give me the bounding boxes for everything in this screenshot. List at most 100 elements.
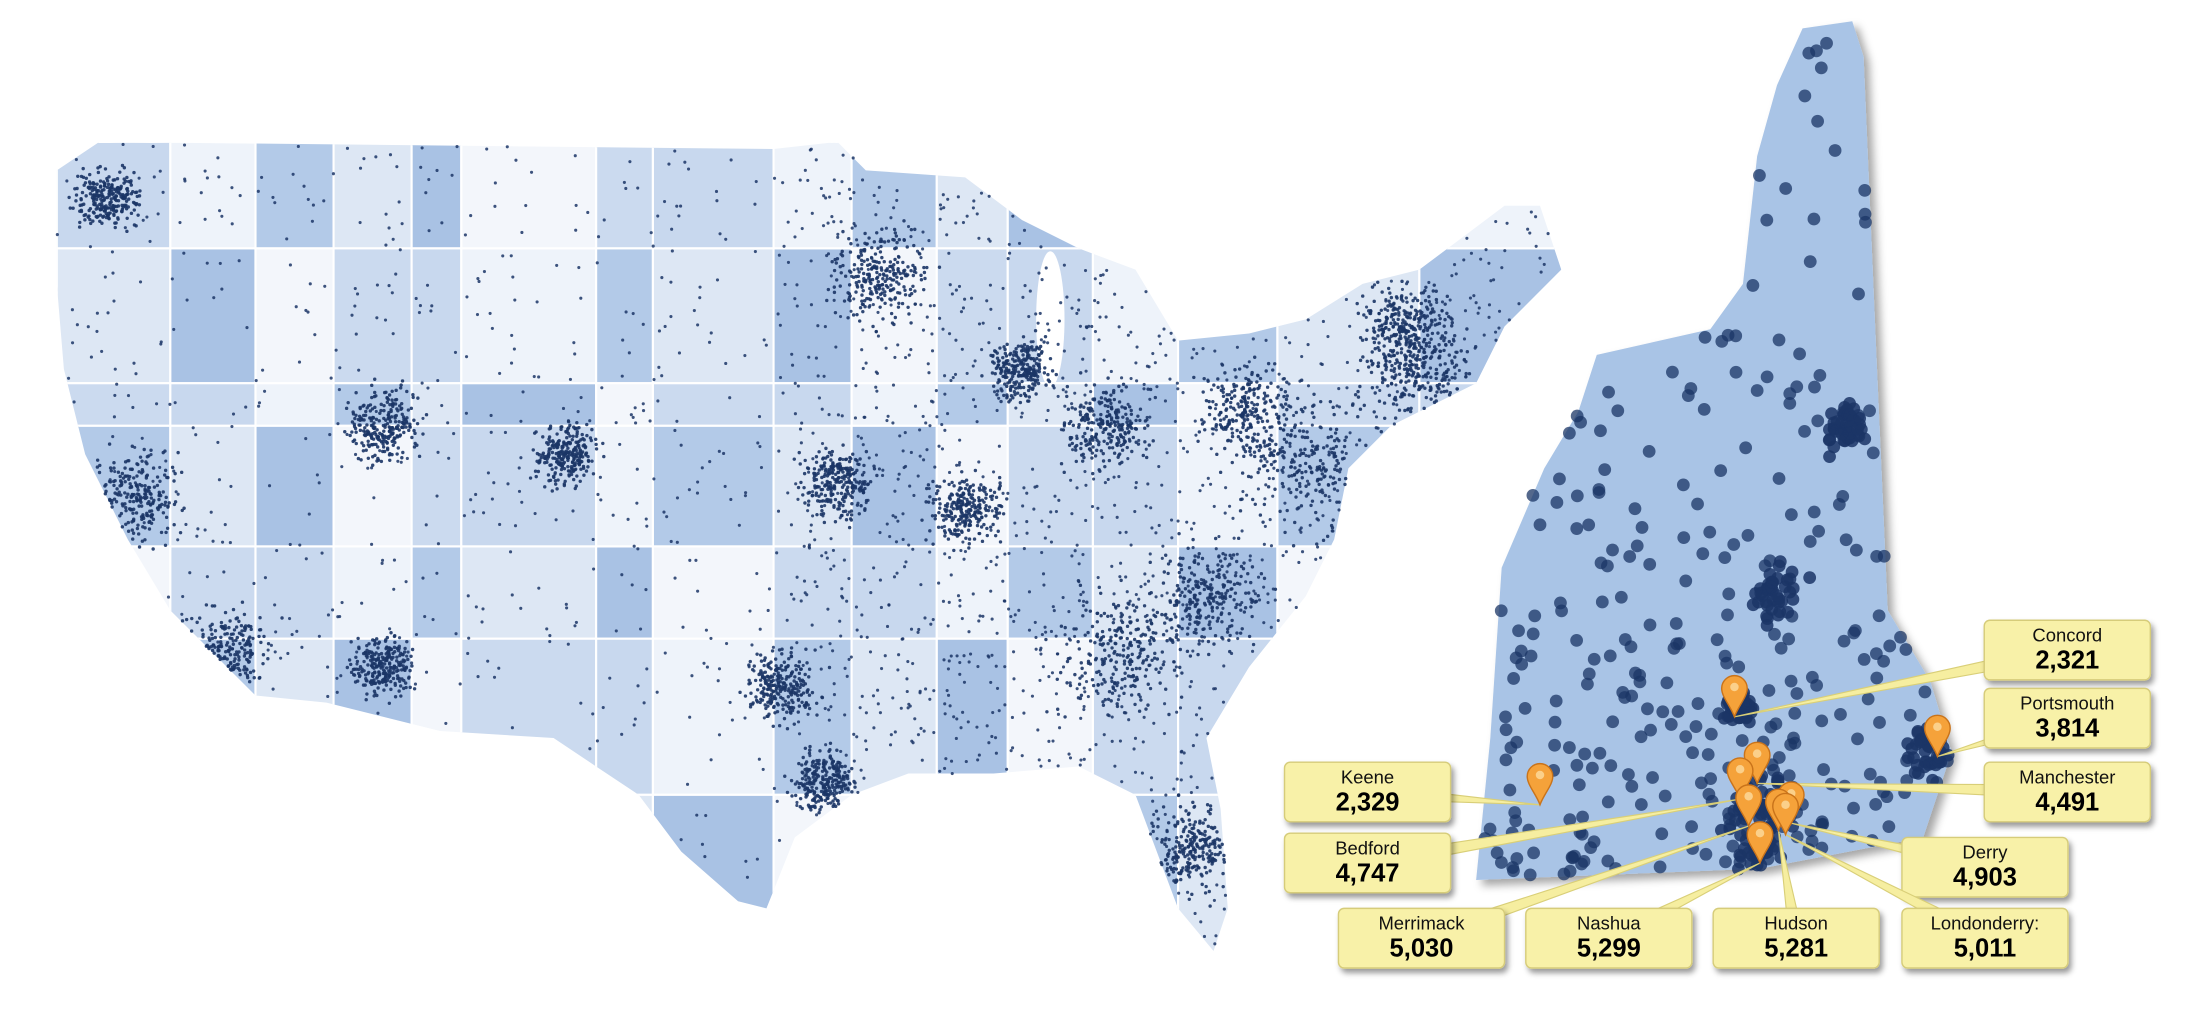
dot xyxy=(860,285,864,289)
dot xyxy=(1091,471,1095,476)
dot xyxy=(545,440,549,445)
dot xyxy=(1294,478,1299,482)
dot xyxy=(354,441,358,446)
dot xyxy=(566,446,570,450)
dot xyxy=(498,371,502,375)
dot xyxy=(1305,430,1309,434)
dot xyxy=(241,633,245,637)
dot xyxy=(1100,682,1104,686)
dot xyxy=(1129,408,1133,413)
dot xyxy=(1112,451,1117,455)
dot xyxy=(1025,362,1030,367)
dot xyxy=(570,460,575,464)
dot xyxy=(832,693,837,697)
dot xyxy=(1027,314,1031,319)
dot xyxy=(240,629,244,633)
dot xyxy=(924,421,928,425)
dot xyxy=(842,483,846,487)
dot xyxy=(1173,419,1177,423)
dot xyxy=(89,355,93,359)
dot xyxy=(1070,406,1074,410)
dot xyxy=(757,415,762,419)
dot xyxy=(1163,702,1167,706)
dot xyxy=(895,240,899,245)
dot xyxy=(679,204,683,208)
dot xyxy=(948,283,952,287)
dot xyxy=(1128,425,1133,429)
dot xyxy=(95,329,99,333)
dot xyxy=(1123,671,1127,675)
dot xyxy=(1211,432,1215,436)
dot xyxy=(1116,425,1121,429)
dot xyxy=(1090,624,1095,629)
dot xyxy=(847,459,852,464)
dot xyxy=(89,221,93,226)
dot xyxy=(1528,231,1532,235)
dot xyxy=(826,607,830,611)
dot xyxy=(576,443,580,448)
dot xyxy=(1304,494,1309,498)
dot xyxy=(759,465,764,470)
dot xyxy=(1151,439,1155,443)
dot xyxy=(594,447,599,451)
dot xyxy=(836,491,840,495)
dot xyxy=(1400,287,1405,291)
state xyxy=(850,545,938,640)
dot xyxy=(783,282,787,286)
dot xyxy=(929,399,934,403)
dot xyxy=(669,539,673,544)
dot xyxy=(1044,630,1048,634)
dot xyxy=(372,421,376,425)
dot xyxy=(1372,299,1376,304)
state xyxy=(935,141,1009,250)
dot xyxy=(381,445,386,449)
dot xyxy=(1036,321,1040,325)
dot xyxy=(520,230,524,235)
dot xyxy=(827,413,831,417)
dot xyxy=(807,545,811,549)
dot xyxy=(1003,703,1007,707)
dot xyxy=(1004,366,1009,370)
dot xyxy=(863,415,867,419)
dot xyxy=(1148,415,1152,419)
dot xyxy=(1036,728,1040,732)
state xyxy=(850,637,938,796)
dot xyxy=(961,710,965,714)
dot xyxy=(393,419,398,424)
dot xyxy=(465,295,469,299)
dot xyxy=(131,405,135,410)
dot xyxy=(151,466,156,470)
dot xyxy=(1254,599,1259,604)
dot xyxy=(945,688,949,693)
dot xyxy=(1272,466,1276,470)
dot xyxy=(1043,536,1047,540)
dot xyxy=(1186,890,1190,894)
dot xyxy=(1446,382,1450,386)
dot xyxy=(1196,555,1201,559)
dot xyxy=(771,645,775,649)
dot xyxy=(1146,703,1150,707)
dot xyxy=(329,376,333,380)
dot xyxy=(161,190,165,194)
dot xyxy=(257,634,261,639)
dot xyxy=(1224,486,1228,490)
dot xyxy=(836,480,840,484)
dot xyxy=(1152,656,1157,660)
dot xyxy=(344,406,349,411)
dot xyxy=(1204,616,1208,620)
dot xyxy=(1165,629,1169,633)
dot xyxy=(1081,604,1085,608)
dot xyxy=(237,655,241,659)
dot xyxy=(166,504,170,508)
dot xyxy=(860,694,864,698)
dot xyxy=(981,475,985,479)
dot xyxy=(237,631,242,635)
dot xyxy=(899,276,904,281)
dot xyxy=(1110,564,1114,568)
dot xyxy=(1009,749,1013,753)
dot xyxy=(1057,498,1061,502)
dot xyxy=(121,504,125,508)
dot xyxy=(855,283,859,287)
dot xyxy=(1125,426,1130,431)
dot xyxy=(124,199,129,203)
